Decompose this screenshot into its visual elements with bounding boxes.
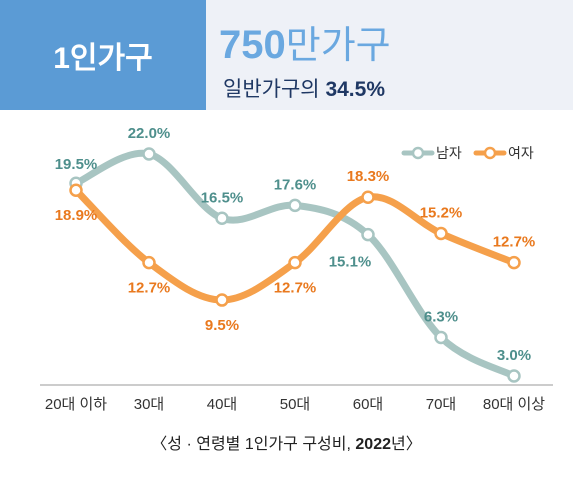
data-point (142, 147, 156, 161)
x-tick-label: 50대 (280, 396, 311, 413)
x-tick-label: 40대 (207, 396, 238, 413)
data-label: 19.5% (55, 156, 98, 173)
caption-prefix: 〈성 · 연령별 (151, 436, 245, 453)
data-label: 3.0% (497, 347, 531, 364)
data-point (142, 255, 156, 270)
x-tick-label: 20대 이하 (45, 396, 107, 413)
header-stat-panel (206, 0, 573, 110)
legend-label: 여자 (508, 145, 534, 161)
data-label: 17.6% (274, 176, 317, 193)
data-point (434, 330, 448, 345)
x-tick-label: 30대 (134, 396, 165, 413)
data-point (69, 183, 83, 197)
legend-label: 남자 (436, 145, 462, 161)
data-point (215, 211, 229, 226)
data-point (288, 198, 302, 213)
legend-swatch-marker (483, 146, 497, 160)
chart-caption: 〈성 · 연령별 1인가구 구성비, 2022년〉 (0, 430, 573, 454)
caption-year: 2022 (355, 436, 391, 453)
data-label: 12.7% (493, 234, 536, 251)
summary-header: 1인가구 750만가구 일반가구의 34.5% (0, 0, 573, 110)
data-label: 12.7% (274, 280, 317, 297)
data-point (361, 190, 375, 204)
data-point (215, 293, 229, 307)
data-point (361, 227, 375, 242)
data-label: 18.3% (347, 168, 390, 185)
household-share: 일반가구의 34.5% (223, 73, 385, 103)
data-label: 18.9% (55, 207, 98, 224)
legend-swatch-marker (411, 146, 425, 160)
data-point (288, 255, 302, 270)
data-label: 6.3% (424, 308, 458, 325)
data-label: 12.7% (128, 280, 171, 297)
data-point (434, 226, 448, 241)
household-share-text: 일반가구의 (223, 78, 320, 101)
header-label: 1인가구 (53, 42, 153, 75)
data-label: 15.2% (420, 204, 463, 221)
household-count-unit: 만가구 (285, 25, 391, 67)
caption-mid: 1인가구 구성비, (244, 436, 356, 453)
household-count: 750만가구 (219, 14, 391, 69)
data-label: 15.1% (329, 254, 372, 271)
household-share-percent: 34.5% (325, 78, 385, 101)
data-label: 22.0% (128, 125, 171, 142)
data-point (507, 369, 521, 383)
header-label-panel (0, 0, 206, 110)
data-point (507, 255, 521, 270)
x-tick-label: 60대 (353, 396, 384, 413)
x-tick-label: 70대 (426, 396, 457, 413)
x-tick-label: 80대 이상 (483, 396, 545, 413)
data-label: 9.5% (205, 317, 239, 334)
data-label: 16.5% (201, 189, 244, 206)
household-count-number: 750 (219, 23, 286, 67)
caption-suffix: 년〉 (390, 436, 422, 453)
